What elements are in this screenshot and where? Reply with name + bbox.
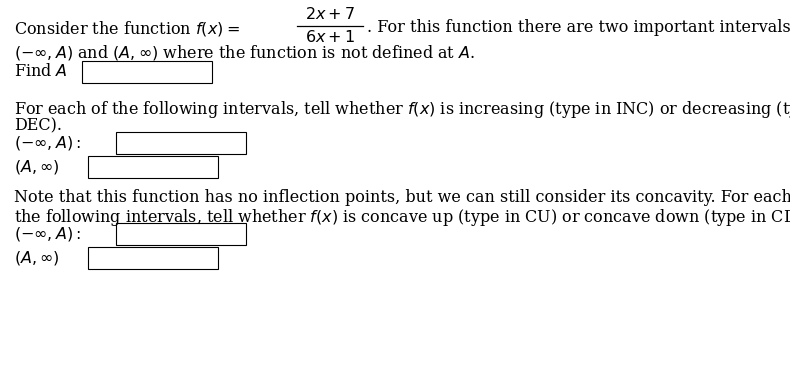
- Text: Find $A$: Find $A$: [14, 63, 68, 80]
- Text: DEC).: DEC).: [14, 117, 62, 134]
- Text: Consider the function $f(x) = $: Consider the function $f(x) = $: [14, 19, 239, 38]
- Text: Note that this function has no inflection points, but we can still consider its : Note that this function has no inflectio…: [14, 189, 790, 206]
- FancyBboxPatch shape: [116, 132, 246, 154]
- Text: the following intervals, tell whether $f(x)$ is concave up (type in CU) or conca: the following intervals, tell whether $f…: [14, 207, 790, 228]
- Text: For each of the following intervals, tell whether $f(x)$ is increasing (type in : For each of the following intervals, tel…: [14, 99, 790, 120]
- FancyBboxPatch shape: [88, 156, 218, 178]
- Text: $(A, \infty)$: $(A, \infty)$: [14, 158, 59, 176]
- Text: $(-\infty, A)$ and $(A, \infty)$ where the function is not defined at $A$.: $(-\infty, A)$ and $(A, \infty)$ where t…: [14, 43, 475, 62]
- Text: $(A, \infty)$: $(A, \infty)$: [14, 249, 59, 267]
- Text: $6x + 1$: $6x + 1$: [305, 29, 355, 46]
- Text: $(-\infty, A):$: $(-\infty, A):$: [14, 225, 81, 243]
- FancyBboxPatch shape: [88, 247, 218, 269]
- FancyBboxPatch shape: [116, 223, 246, 245]
- Text: $2x + 7$: $2x + 7$: [305, 6, 355, 23]
- Text: $(-\infty, A):$: $(-\infty, A):$: [14, 134, 81, 152]
- Text: . For this function there are two important intervals:: . For this function there are two import…: [367, 19, 790, 36]
- FancyBboxPatch shape: [82, 61, 212, 83]
